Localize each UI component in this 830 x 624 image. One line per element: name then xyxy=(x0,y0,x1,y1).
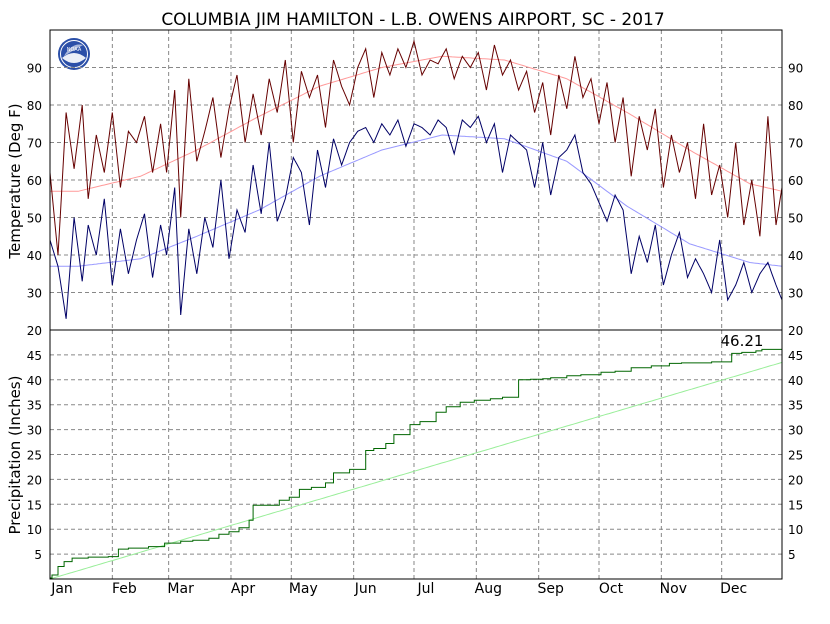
temperature-tick-label-left: 60 xyxy=(27,174,42,188)
temperature-y-ticks: 30 30 40 40 50 50 60 60 70 70 80 80 90 90 20 20 xyxy=(27,62,804,339)
temperature-tick-label-right: 90 xyxy=(788,62,803,76)
temperature-tick-label-right: 50 xyxy=(788,212,803,226)
month-tick-label: Mar xyxy=(167,581,194,597)
temperature-tick-label-left: 50 xyxy=(27,212,42,226)
plot-frames xyxy=(49,29,783,580)
month-tick-label: Dec xyxy=(720,581,747,597)
month-tick-label: Oct xyxy=(599,581,624,597)
normal-low-line xyxy=(50,134,783,267)
temperature-tick-label-right: 40 xyxy=(788,249,803,263)
precipitation-tick-label-left: 30 xyxy=(27,424,42,438)
temperature-tick-label-right: 80 xyxy=(788,99,803,113)
temperature-daily xyxy=(49,39,783,319)
precipitation-tick-label-left: 20 xyxy=(27,473,42,487)
precipitation-y-ticks: 5 5 10 10 15 15 20 20 25 25 30 30 35 35 40 40 45 45 xyxy=(27,349,804,562)
month-tick-label: Feb xyxy=(112,581,137,597)
precipitation-tick-label-right: 25 xyxy=(788,449,803,463)
month-tick-label: Jun xyxy=(354,581,377,597)
precipitation-tick-label-left: 10 xyxy=(27,523,42,537)
noaa-logo-text: NOAA xyxy=(67,47,82,53)
month-tick-label: Aug xyxy=(475,581,502,597)
precipitation-tick-label-right: 10 xyxy=(788,523,803,537)
observed-precipitation-line xyxy=(50,348,783,579)
precipitation-tick-label-left: 35 xyxy=(27,399,42,413)
precipitation-tick-label-left: 40 xyxy=(27,374,42,388)
temperature-tick-label-left: 70 xyxy=(27,137,42,151)
precipitation-tick-label-right: 5 xyxy=(788,548,796,562)
month-tick-label: May xyxy=(289,581,318,597)
daily-high-line xyxy=(49,39,783,256)
precipitation-tick-label-left: 45 xyxy=(27,349,42,363)
temperature-tick-label-left: 40 xyxy=(27,249,42,263)
chart-title: COLUMBIA JIM HAMILTON - L.B. OWENS AIRPO… xyxy=(161,10,664,30)
precipitation-tick-label-right: 40 xyxy=(788,374,803,388)
month-tick-label: Apr xyxy=(231,581,255,597)
month-axis: Jan Feb Mar Apr May Jun Jul Aug Sep Oct Nov Dec xyxy=(50,581,747,597)
month-tick-label: Jul xyxy=(417,581,435,597)
precipitation-tick-label-right: 35 xyxy=(788,399,803,413)
precipitation-tick-label-right: 45 xyxy=(788,349,803,363)
temperature-tick-label-right: 30 xyxy=(788,287,803,301)
temperature-tick-label-left: 30 xyxy=(27,287,42,301)
precipitation-grid xyxy=(50,330,782,579)
temperature-min-label-left: 20 xyxy=(27,324,42,338)
precipitation-tick-label-left: 5 xyxy=(34,548,42,562)
month-tick-label: Nov xyxy=(660,581,687,597)
precipitation-tick-label-right: 15 xyxy=(788,498,803,512)
temperature-normals xyxy=(50,55,783,267)
month-tick-label: Sep xyxy=(537,581,564,597)
precipitation-tick-label-left: 15 xyxy=(27,498,42,512)
precipitation-tick-label-right: 30 xyxy=(788,424,803,438)
temperature-axis-label: Temperature (Deg F) xyxy=(6,103,24,259)
month-tick-label: Jan xyxy=(50,581,73,597)
temperature-tick-label-right: 70 xyxy=(788,137,803,151)
precipitation-tick-label-left: 25 xyxy=(27,449,42,463)
precipitation-total-label: 46.21 xyxy=(721,332,764,350)
precipitation-tick-label-right: 20 xyxy=(788,473,803,487)
temperature-tick-label-left: 90 xyxy=(27,62,42,76)
normal-high-line xyxy=(50,55,783,192)
precipitation-axis-label: Precipitation (Inches) xyxy=(6,376,24,535)
temperature-min-label-right: 20 xyxy=(788,324,803,338)
temperature-tick-label-left: 80 xyxy=(27,99,42,113)
temperature-tick-label-right: 60 xyxy=(788,174,803,188)
daily-low-line xyxy=(49,115,783,319)
precipitation-lines xyxy=(49,348,783,580)
noaa-logo-icon: NOAA xyxy=(58,38,90,70)
